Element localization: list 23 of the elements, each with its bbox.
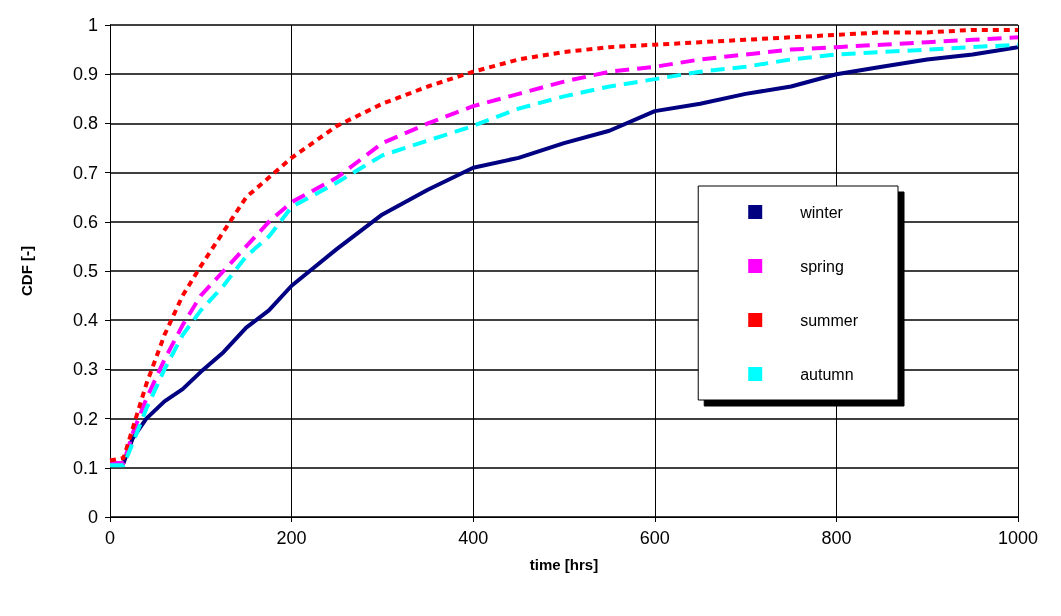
x-tick-label: 1000 (997, 528, 1039, 548)
y-tick-label: 0.1 (72, 457, 98, 478)
y-tick-label: 0.8 (72, 113, 98, 134)
y-tick-label: 0 (87, 507, 98, 527)
legend-label: winter (799, 203, 844, 221)
legend-label: spring (800, 257, 844, 275)
y-axis-title: CDF [-] (18, 246, 35, 296)
y-tick-label: 1 (87, 15, 98, 35)
x-tick-label: 400 (458, 528, 489, 548)
legend-label: summer (800, 311, 859, 329)
x-axis-title: time [hrs] (529, 556, 599, 573)
x-tick-label: 800 (821, 528, 852, 548)
legend-label: autumn (800, 365, 854, 383)
y-tick-label: 0.7 (72, 162, 98, 183)
x-tick-label: 0 (104, 528, 116, 548)
y-tick-label: 0.5 (72, 261, 98, 281)
x-tick-label: 200 (276, 528, 307, 548)
y-tick-label: 0.6 (72, 211, 98, 232)
y-tick-label: 0.3 (72, 359, 98, 380)
x-tick-label: 600 (639, 528, 670, 548)
y-tick-label: 0.4 (72, 310, 98, 331)
y-tick-label: 0.9 (72, 64, 98, 85)
y-tick-label: 0.2 (72, 408, 98, 429)
